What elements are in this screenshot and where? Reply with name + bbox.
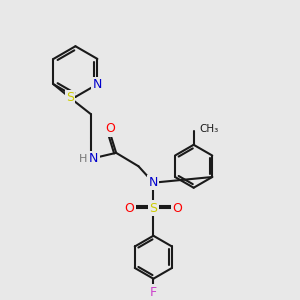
Text: F: F: [150, 286, 157, 298]
Text: S: S: [66, 91, 74, 104]
Text: N: N: [93, 78, 102, 91]
Text: O: O: [172, 202, 182, 214]
Text: S: S: [149, 202, 158, 214]
Text: N: N: [89, 152, 98, 165]
Text: O: O: [124, 202, 134, 214]
Text: H: H: [79, 154, 88, 164]
Text: CH₃: CH₃: [199, 124, 218, 134]
Text: O: O: [105, 122, 115, 136]
Text: N: N: [149, 176, 158, 189]
